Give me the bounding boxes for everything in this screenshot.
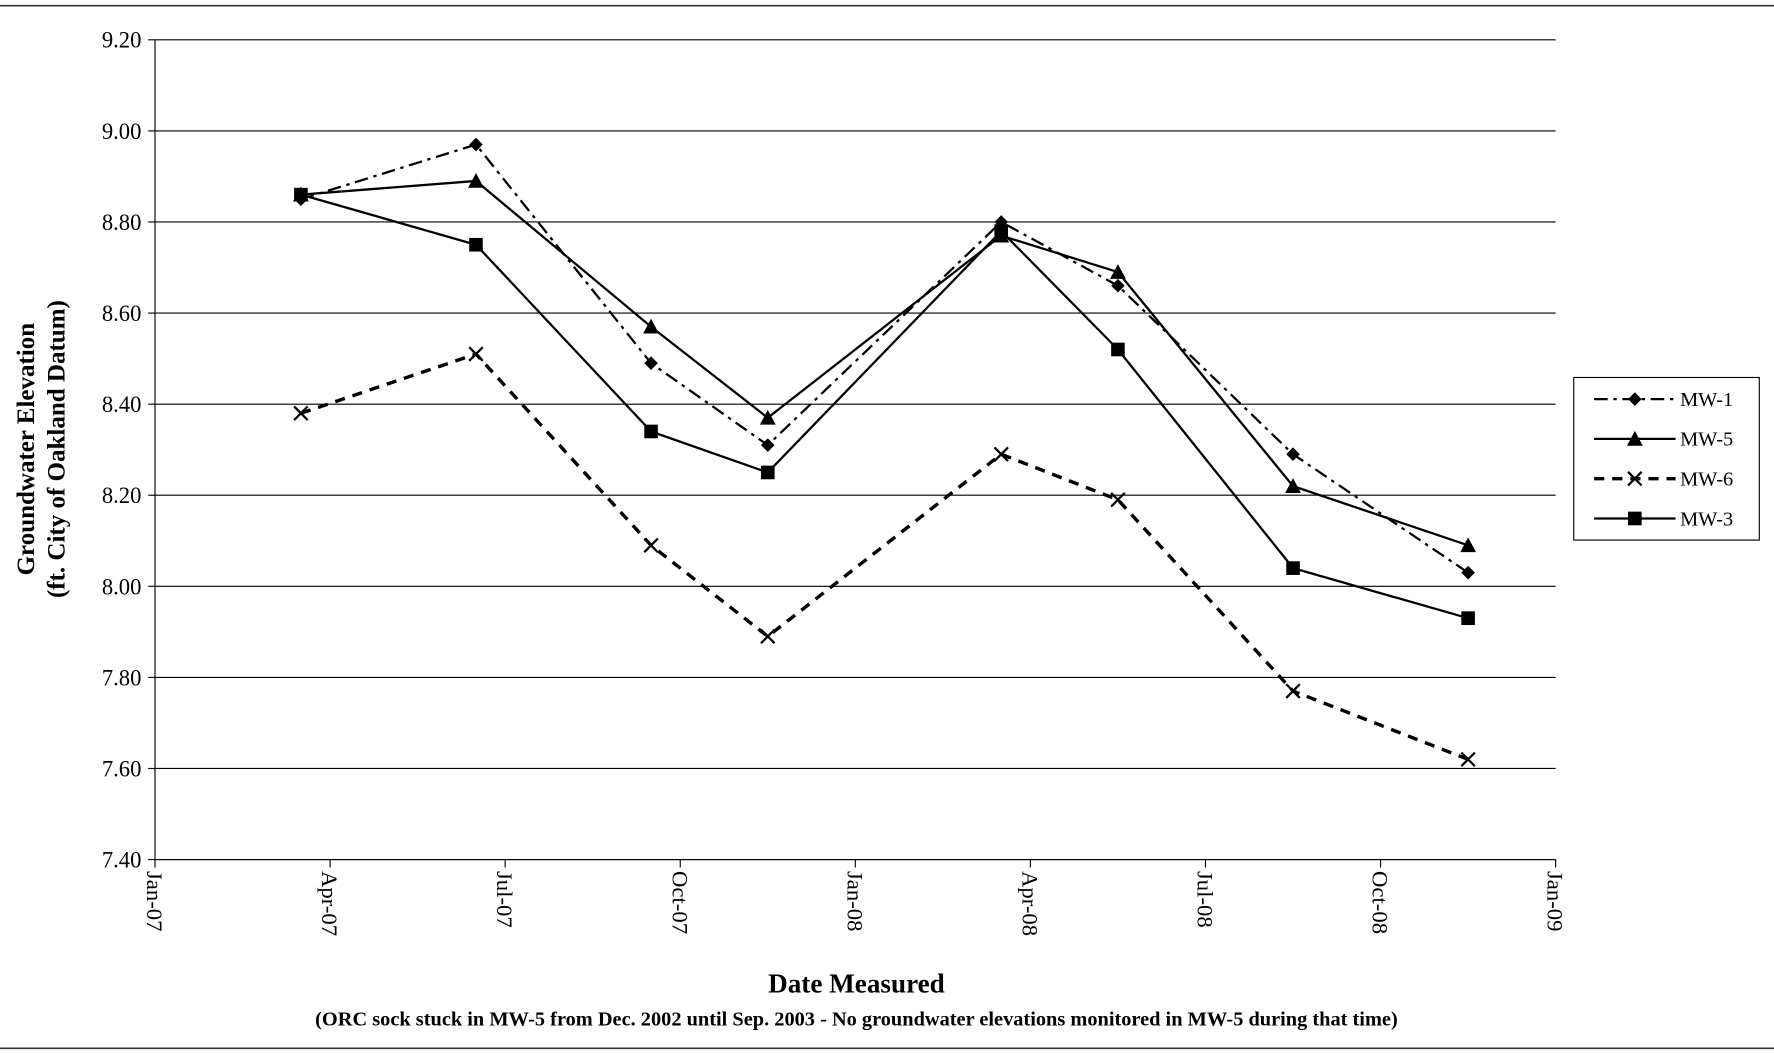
y-tick-label: 9.20: [102, 28, 142, 53]
legend-marker: [1626, 430, 1643, 446]
legend-marker: [1627, 471, 1643, 487]
y-tick-label: 8.00: [102, 574, 142, 599]
y-tick-label: 7.60: [102, 756, 142, 781]
data-point: [760, 438, 775, 452]
x-tick-label: Oct-07: [667, 871, 692, 934]
legend-label: MW-6: [1680, 468, 1733, 490]
data-point: [644, 424, 658, 439]
series-line: [300, 352, 1469, 761]
y-tick-label: 8.80: [102, 210, 142, 235]
y-tick-label: 7.80: [102, 665, 142, 690]
data-point: [468, 346, 484, 362]
data-point: [1461, 565, 1475, 580]
data-point: [294, 187, 308, 202]
x-tick-label: Apr-07: [317, 871, 342, 936]
series-line: [300, 193, 1469, 620]
legend-label: MW-3: [1680, 508, 1733, 530]
x-tick-label: Jul-07: [492, 871, 517, 928]
legend-label: MW-5: [1680, 429, 1733, 451]
data-point: [469, 237, 483, 252]
data-point: [1285, 478, 1301, 493]
x-tick-label: Oct-08: [1368, 871, 1393, 934]
data-point: [469, 137, 483, 152]
y-tick-label: 7.40: [102, 847, 142, 872]
data-point: [1286, 447, 1300, 462]
data-point: [1461, 611, 1475, 626]
data-point: [1111, 278, 1125, 293]
y-tick-label: 8.60: [102, 301, 142, 326]
data-point: [468, 173, 484, 188]
x-axis-label: Date Measured: [768, 969, 945, 999]
data-point: [643, 318, 659, 334]
data-point: [1110, 264, 1126, 279]
legend-label: MW-1: [1680, 389, 1733, 411]
legend-box: [1573, 376, 1760, 541]
y-tick-label: 9.00: [102, 119, 142, 144]
data-point: [1111, 342, 1125, 357]
data-point: [994, 224, 1009, 238]
x-tick-label: Jan-07: [142, 871, 167, 932]
y-axis-label: (ft. City of Oakland Datum): [44, 300, 71, 598]
data-point: [1285, 683, 1301, 699]
y-axis-label: Groundwater Elevation: [13, 323, 40, 576]
data-point: [1460, 751, 1476, 768]
data-point: [1460, 537, 1477, 553]
series-line: [300, 143, 1469, 574]
data-point: [1286, 561, 1300, 575]
data-point: [760, 465, 775, 480]
x-tick-label: Jan-09: [1543, 871, 1568, 932]
data-point: [293, 405, 309, 421]
x-tick-label: Jan-08: [842, 871, 867, 932]
data-point: [993, 446, 1009, 462]
x-tick-label: Jul-08: [1193, 871, 1218, 928]
data-point: [760, 628, 776, 645]
data-point: [1110, 492, 1126, 508]
legend-marker: [1628, 392, 1642, 406]
legend-marker: [1628, 511, 1642, 526]
data-point: [759, 409, 776, 425]
data-point: [643, 537, 659, 553]
x-tick-label: Apr-08: [1017, 871, 1042, 936]
y-tick-label: 8.20: [102, 483, 142, 508]
series-line: [300, 179, 1469, 547]
data-point: [644, 356, 658, 370]
y-tick-label: 8.40: [102, 392, 142, 417]
note: (ORC sock stuck in MW-5 from Dec. 2002 u…: [315, 1009, 1398, 1031]
